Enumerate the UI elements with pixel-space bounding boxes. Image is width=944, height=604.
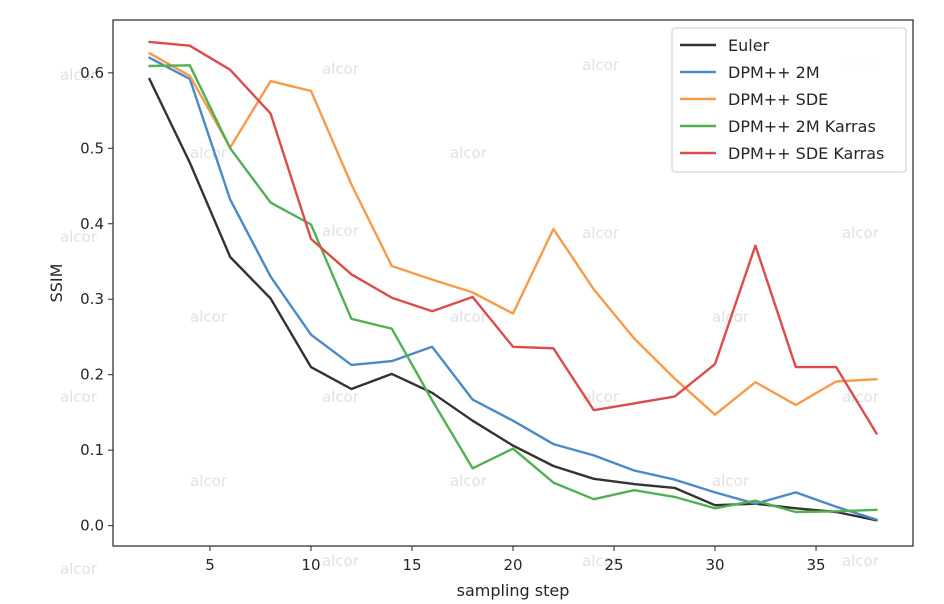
- x-tick-label: 20: [503, 556, 522, 574]
- legend-box: [671, 27, 907, 173]
- x-axis: 5 10 15 20 25 30 35: [205, 546, 826, 574]
- watermark-text: alcor: [60, 388, 98, 406]
- legend: Euler DPM++ 2M DPM++ SDE DPM++ 2M Karras DPM…: [671, 27, 907, 173]
- legend-label: Euler: [728, 36, 770, 55]
- x-tick-label: 5: [205, 556, 215, 574]
- y-tick-label: 0.5: [80, 139, 104, 157]
- watermark-text: alcor: [322, 552, 360, 570]
- legend-label: DPM++ 2M: [728, 63, 820, 82]
- watermark-text: alcor: [322, 60, 360, 78]
- series-line-dpmpp-sde-karras: [148, 40, 878, 435]
- y-tick-label: 0.6: [80, 64, 104, 82]
- watermark-text: alcor: [712, 472, 750, 490]
- watermark-text: alcor: [322, 222, 360, 240]
- watermark-text: alcor: [450, 472, 488, 490]
- legend-label: DPM++ SDE Karras: [728, 144, 884, 163]
- y-tick-label: 0.4: [80, 215, 104, 233]
- series-lines: [148, 40, 878, 522]
- x-tick-label: 10: [301, 556, 320, 574]
- watermark-text: alcor: [582, 552, 620, 570]
- watermark-text: alcor: [842, 224, 880, 242]
- x-tick-label: 30: [705, 556, 724, 574]
- watermark-text: alcor: [190, 144, 228, 162]
- watermark-text: alcor: [60, 66, 98, 84]
- x-tick-label: 15: [402, 556, 421, 574]
- y-axis-label: SSIM: [47, 264, 66, 303]
- x-tick-label: 35: [806, 556, 825, 574]
- watermark-text: alcor: [190, 308, 228, 326]
- watermark-text: alcor: [190, 472, 228, 490]
- x-axis-label: sampling step: [457, 581, 570, 600]
- y-tick-label: 0.1: [80, 441, 104, 459]
- watermark-text: alcor: [60, 560, 98, 578]
- watermark-text: alcor: [842, 552, 880, 570]
- watermark-text: alcor: [582, 56, 620, 74]
- watermark-text: alcor: [322, 388, 360, 406]
- legend-label: DPM++ 2M Karras: [728, 117, 876, 136]
- watermark-text: alcor: [582, 224, 620, 242]
- watermark-text: alcor: [842, 388, 880, 406]
- series-line-dpmpp-2m: [148, 56, 878, 521]
- y-tick-label: 0.3: [80, 290, 104, 308]
- watermark-text: alcor: [582, 388, 620, 406]
- y-tick-label: 0.2: [80, 366, 104, 384]
- watermark-text: alcor: [450, 144, 488, 162]
- series-line-dpmpp-2m-karras: [148, 64, 878, 514]
- y-axis: 0.0 0.1 0.2 0.3 0.4 0.5 0.6: [80, 64, 113, 535]
- series-line-dpmpp-sde: [148, 52, 878, 416]
- legend-label: DPM++ SDE: [728, 90, 828, 109]
- watermark-text: alcor: [60, 228, 98, 246]
- y-tick-label: 0.0: [80, 517, 104, 535]
- x-tick-label: 25: [604, 556, 623, 574]
- watermark-text: alcor: [450, 308, 488, 326]
